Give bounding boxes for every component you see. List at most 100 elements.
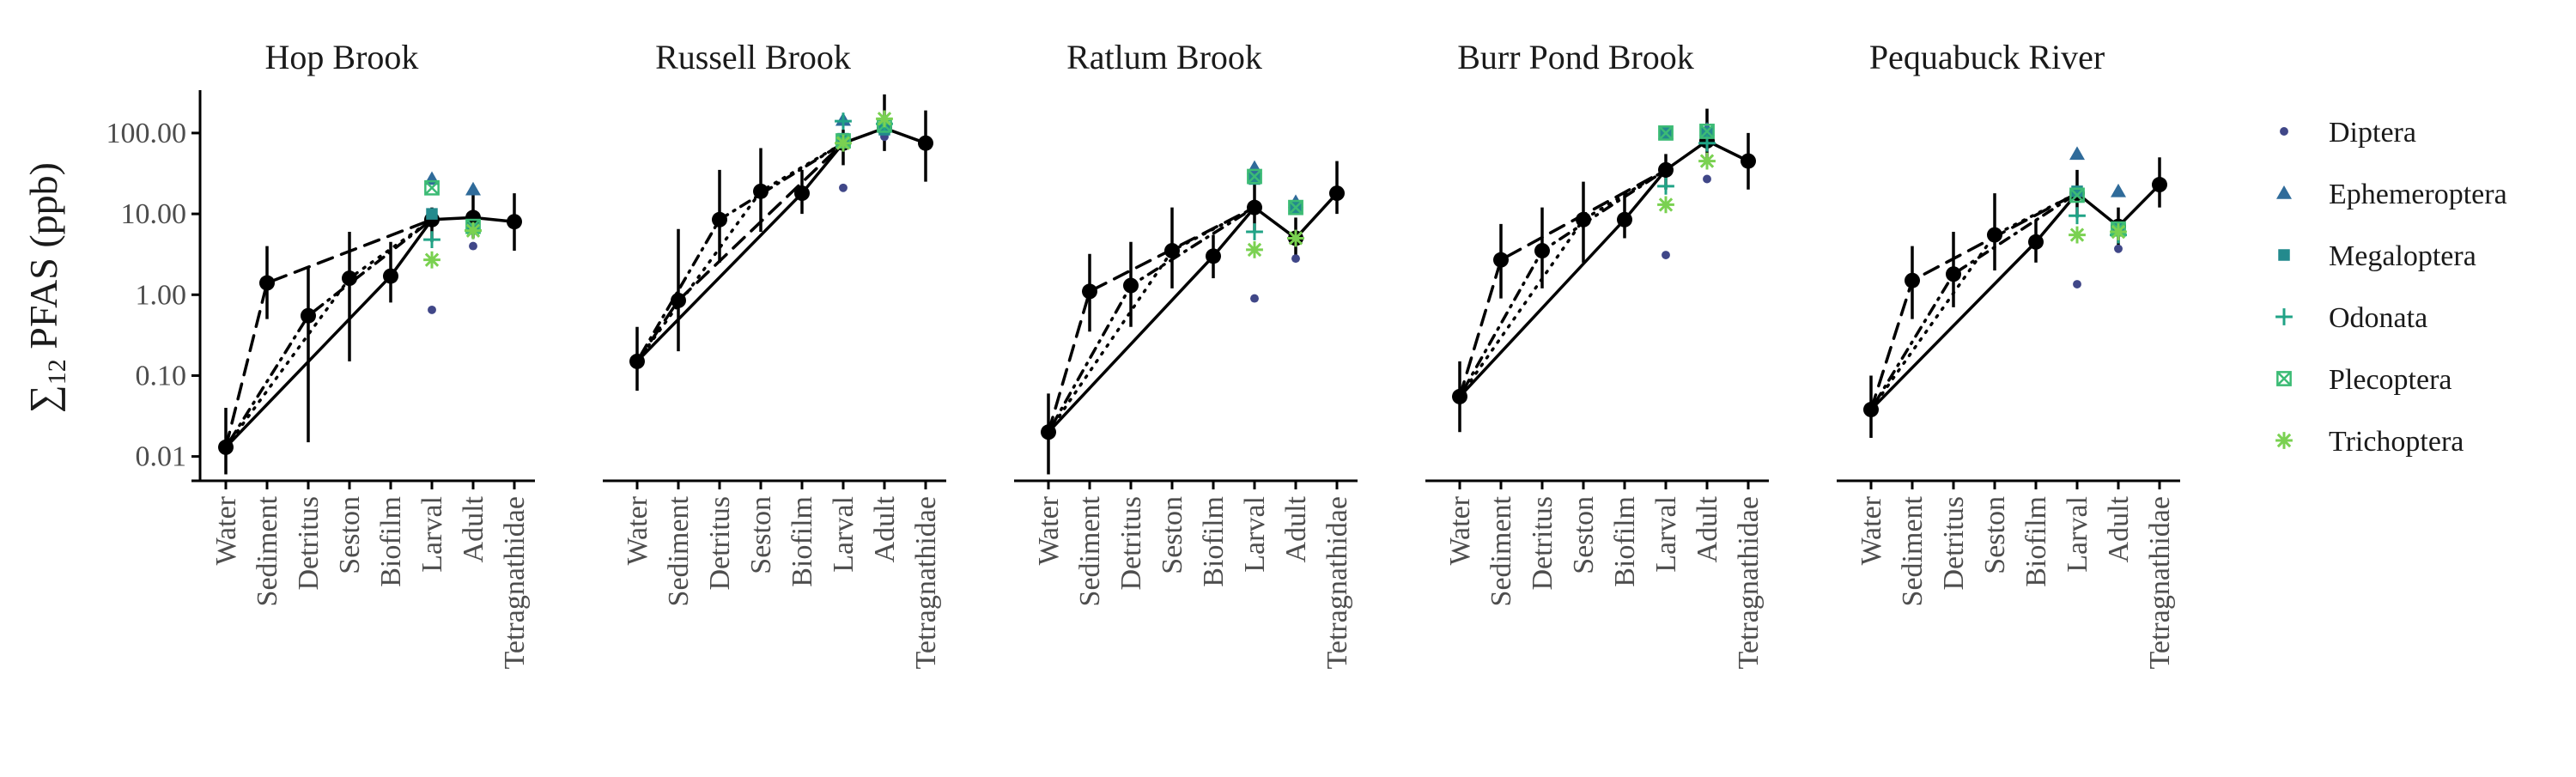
mean-point <box>1534 243 1550 259</box>
legend-key-plecoptera <box>2276 371 2292 386</box>
taxon-point-plecoptera-box <box>424 179 440 196</box>
taxon-point-diptera <box>2114 244 2123 253</box>
taxon-point-plecoptera <box>424 179 440 196</box>
taxon-point-trichoptera <box>1287 229 1304 247</box>
taxon-point-megaloptera <box>1249 173 1261 185</box>
taxon-point-trichoptera <box>465 222 482 240</box>
facet-panel: Ratlum Brook Water Sediment Detritus Seston B… <box>1014 38 1358 670</box>
y-tick-label: 10.00 <box>121 198 187 230</box>
x-tick-label: Biofilm <box>787 496 818 587</box>
pathway-line-solid <box>224 218 434 449</box>
taxon-point-odonata-shape <box>835 112 852 131</box>
mean-point <box>507 214 522 230</box>
x-tick-label: Biofilm <box>2020 496 2052 587</box>
pathway-line-dotted <box>1869 191 2079 411</box>
taxon-point-diptera <box>1703 174 1711 184</box>
pathway-line-dashed <box>1047 205 1256 434</box>
x-tick-label: Detritus <box>1938 496 1970 591</box>
legend-key-plecoptera-cross <box>2276 371 2292 386</box>
panel-title: Pequabuck River <box>1869 38 2105 76</box>
taxon-point-trichoptera <box>1698 152 1716 170</box>
facet-panels: Hop Brook 0.01 0.10 1.00 10.00 100.00 Water Sed… <box>106 38 2180 670</box>
mean-point <box>383 268 398 284</box>
taxon-point-diptera-shape <box>2073 280 2081 288</box>
mean-point <box>1082 283 1097 300</box>
taxon-point-plecoptera-box <box>1288 199 1303 215</box>
x-tick-label: Detritus <box>1527 496 1558 591</box>
taxon-point-diptera-shape <box>428 305 436 314</box>
x-tick-label: Seston <box>334 496 366 574</box>
legend-label: Diptera <box>2329 117 2416 149</box>
x-tick-label: Seston <box>745 496 777 574</box>
taxon-point-trichoptera <box>2110 223 2127 240</box>
facet-panel: Burr Pond Brook Water Sediment Detritus Sest… <box>1425 38 1769 670</box>
x-tick-label: Larval <box>2062 496 2093 573</box>
taxon-point-plecoptera <box>1247 168 1262 185</box>
y-axis-title: ∑12 PFAS (ppb) <box>21 162 71 413</box>
panel-title: Burr Pond Brook <box>1457 38 1694 76</box>
legend-key-odonata <box>2275 308 2293 325</box>
x-tick-label: Larval <box>1239 496 1271 573</box>
legend-label: Plecoptera <box>2329 364 2452 396</box>
taxon-point-megaloptera-shape <box>426 208 438 220</box>
y-tick-label: 0.10 <box>136 360 187 392</box>
x-tick-label: Tetragnathidae <box>2144 496 2176 670</box>
y-axis-label-rest: PFAS (ppb) <box>21 162 65 359</box>
x-tick-label: Water <box>622 495 653 565</box>
taxon-point-odonata-shape <box>1246 223 1263 240</box>
taxon-point-diptera-shape <box>469 241 477 251</box>
taxon-point-ephemeroptera-shape <box>465 181 481 196</box>
taxon-point-trichoptera-shape <box>876 110 893 128</box>
x-tick-label: Larval <box>1650 496 1682 573</box>
taxon-point-diptera-shape <box>1291 254 1300 264</box>
mean-point <box>1658 161 1674 178</box>
taxon-point-trichoptera-shape <box>2069 226 2086 244</box>
mean-point <box>1452 388 1467 404</box>
taxon-point-diptera <box>839 183 848 192</box>
taxon-point-plecoptera-cross <box>1699 124 1715 139</box>
x-tick-label: Adult <box>2103 495 2135 562</box>
x-tick-label: Water <box>1444 495 1476 565</box>
legend-label: Ephemeroptera <box>2329 179 2507 210</box>
taxon-point-plecoptera <box>1699 124 1715 139</box>
legend-key-megaloptera <box>2278 249 2290 261</box>
legend-item: Odonata <box>2275 302 2427 334</box>
x-tick-label: Sediment <box>1485 495 1517 606</box>
x-tick-label: Larval <box>416 496 448 573</box>
legend-item: Diptera <box>2280 117 2416 149</box>
mean-point <box>1329 185 1345 202</box>
taxon-point-plecoptera-box <box>1658 125 1674 141</box>
taxon-point-plecoptera-cross <box>1658 125 1674 141</box>
legend-key-diptera-shape <box>2280 127 2288 136</box>
x-tick-label: Seston <box>1979 496 2011 574</box>
taxon-point-odonata <box>1246 223 1263 240</box>
taxon-point-diptera <box>469 241 477 251</box>
mean-point <box>712 211 727 228</box>
y-axis-label-subscript: 12 <box>43 359 71 385</box>
taxon-point-plecoptera-box <box>1247 168 1262 185</box>
x-tick-label: Sediment <box>1074 495 1106 606</box>
legend-item: Ephemeroptera <box>2276 179 2507 210</box>
mean-point <box>753 183 769 199</box>
taxon-point-plecoptera-cross <box>2069 187 2085 203</box>
facet-panel: Russell Brook Water Sediment Detritus Seston… <box>603 38 946 670</box>
taxon-point-odonata-shape <box>423 231 440 249</box>
taxon-point-trichoptera-shape <box>465 222 482 240</box>
taxon-point-ephemeroptera <box>2111 183 2126 197</box>
taxon-point-megaloptera-shape <box>1701 127 1713 139</box>
mean-point <box>1123 277 1139 294</box>
mean-point <box>1247 199 1262 215</box>
taxon-point-trichoptera-shape <box>1698 152 1716 170</box>
legend-label: Megaloptera <box>2329 240 2476 272</box>
mean-point <box>629 353 645 369</box>
taxon-point-diptera <box>1250 294 1259 303</box>
taxon-point-trichoptera <box>1246 241 1263 258</box>
mean-point <box>301 307 316 324</box>
pathway-line-dashed <box>224 218 434 449</box>
y-tick-label: 1.00 <box>136 279 187 311</box>
taxon-point-odonata <box>835 112 852 131</box>
taxon-point-megaloptera <box>1701 127 1713 139</box>
legend-key-trichoptera-shape <box>2275 432 2293 449</box>
x-tick-label: Tetragnathidae <box>910 496 942 670</box>
mean-point <box>2152 177 2167 193</box>
